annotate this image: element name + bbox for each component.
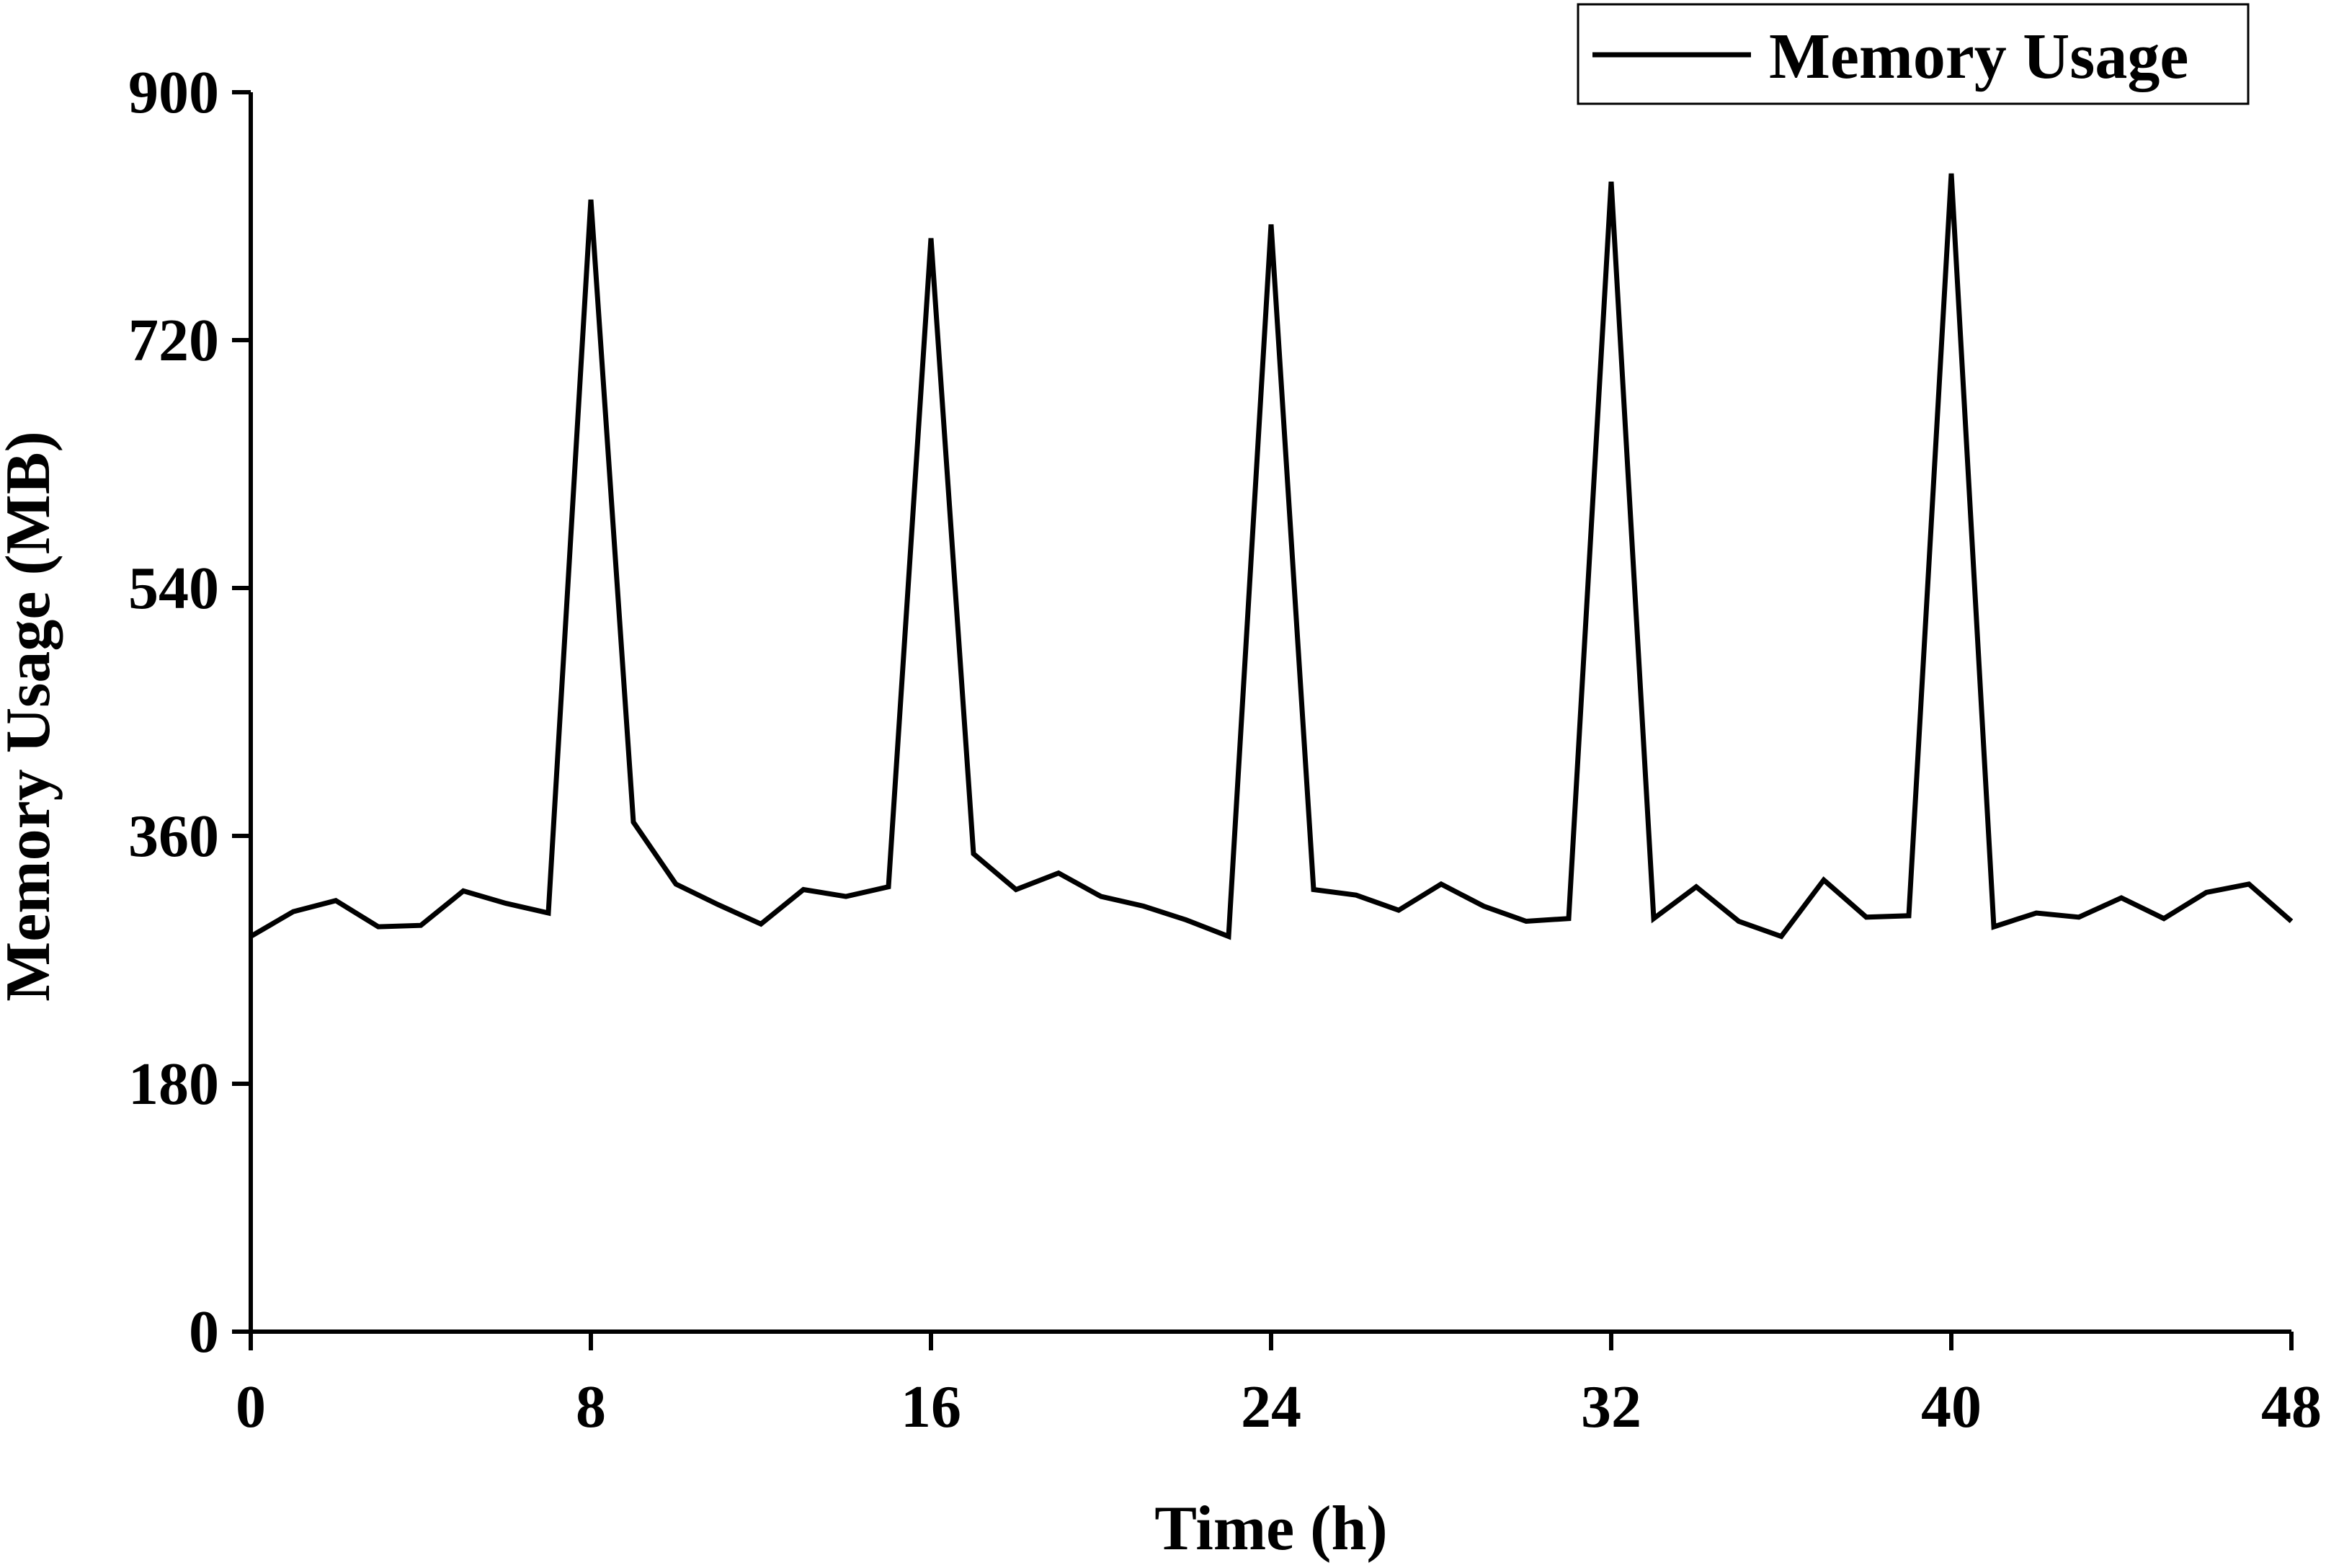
x-tick-label: 40 [1921,1373,1982,1440]
y-axis-ticks: 0 180 360 540 720 900 [128,59,251,1366]
y-tick-label: 540 [128,555,219,622]
legend-label-memory-usage: Memory Usage [1769,21,2188,92]
y-tick-label: 900 [128,59,219,126]
y-tick-label: 720 [128,307,219,374]
x-tick-label: 24 [1241,1373,1301,1440]
y-axis-title: Memory Usage (MB) [0,431,63,1002]
x-tick-label: 16 [901,1373,961,1440]
x-tick-label: 32 [1581,1373,1641,1440]
legend: Memory Usage [1577,3,2250,105]
x-tick-label: 0 [236,1373,266,1440]
x-axis-ticks: 0 8 16 24 32 40 48 [236,1332,2322,1440]
x-tick-label: 48 [2261,1373,2322,1440]
x-axis-title: Time (h) [1154,1494,1387,1564]
x-tick-label: 8 [576,1373,606,1440]
y-tick-label: 360 [128,803,219,870]
series-line-memory-usage [249,173,2294,940]
y-tick-label: 0 [189,1298,219,1366]
series-layer [249,173,2294,940]
y-tick-label: 180 [128,1051,219,1118]
